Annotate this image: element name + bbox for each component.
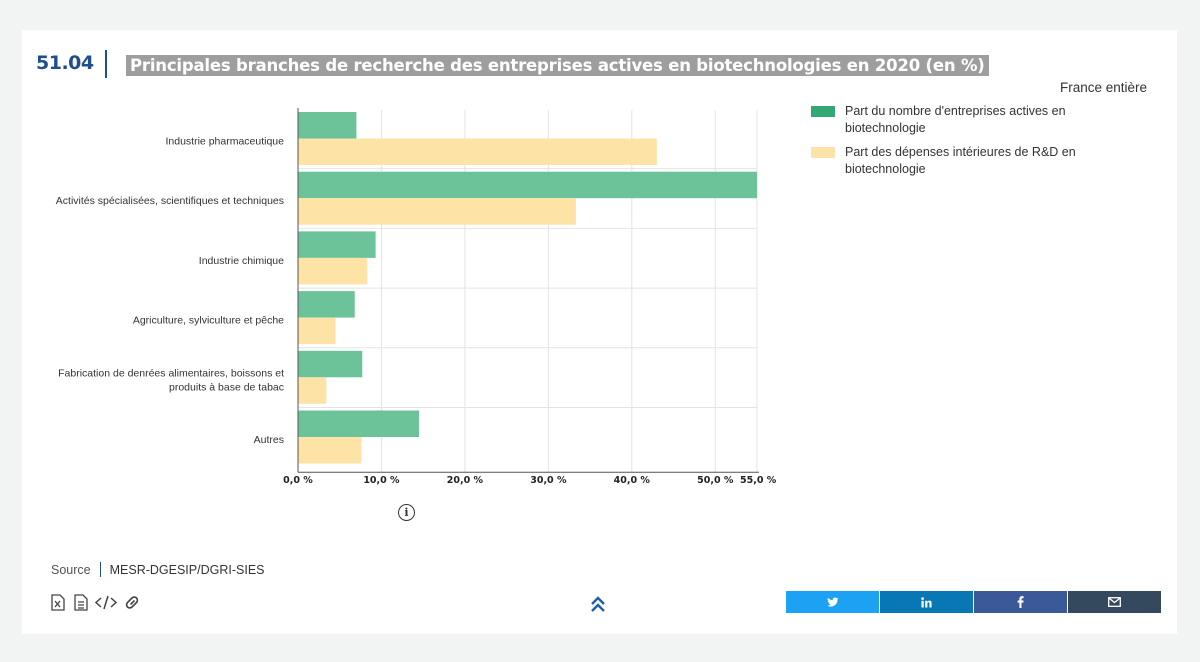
source-value: MESR-DGESIP/DGRI-SIES <box>109 563 265 577</box>
legend-swatch-rd-spending <box>811 147 835 158</box>
bar-rd-spending <box>298 377 327 404</box>
bar-companies <box>298 171 757 199</box>
bar-companies <box>298 231 376 258</box>
legend-label: Part des dépenses intérieures de R&D en … <box>845 145 1076 176</box>
category-label: Autres <box>254 434 284 446</box>
share-twitter-button[interactable] <box>786 591 879 613</box>
bar-rd-spending <box>298 138 657 165</box>
legend-item-rd-spending[interactable]: Part des dépenses intérieures de R&D en … <box>811 144 1101 178</box>
linkedin-icon <box>921 596 932 607</box>
twitter-icon <box>826 596 838 607</box>
share-email-button[interactable] <box>1068 591 1161 613</box>
legend-swatch-companies <box>811 106 835 117</box>
bar-chart: Industrie pharmaceutique Activités spécia… <box>56 108 777 486</box>
bar-companies <box>298 350 363 378</box>
title-separator <box>105 50 107 78</box>
email-icon <box>1108 597 1121 607</box>
category-label: produits à base de tabac <box>169 381 284 393</box>
share-facebook-button[interactable] <box>974 591 1067 613</box>
share-linkedin-button[interactable] <box>880 591 973 613</box>
x-tick-label: 55,0 % <box>740 475 777 486</box>
source-separator <box>99 562 101 577</box>
info-icon[interactable]: i <box>398 504 415 521</box>
x-tick-label: 20,0 % <box>447 475 484 486</box>
link-icon[interactable] <box>123 594 141 612</box>
bar-rd-spending <box>298 257 368 285</box>
category-label: Agriculture, sylviculture et pêche <box>133 315 284 327</box>
bar-rd-spending <box>298 317 336 345</box>
legend: Part du nombre d'entreprises actives en … <box>811 103 1101 185</box>
x-tick-label: 40,0 % <box>614 475 651 486</box>
bar-rd-spending <box>298 198 576 225</box>
category-label: Fabrication de denrées alimentaires, boi… <box>58 367 284 379</box>
code-icon[interactable] <box>94 594 118 612</box>
bar-companies <box>298 291 355 318</box>
bar-companies <box>298 410 420 437</box>
document-icon[interactable] <box>74 594 90 612</box>
x-tick-label: 50,0 % <box>697 475 734 486</box>
legend-item-companies[interactable]: Part du nombre d'entreprises actives en … <box>811 103 1101 137</box>
source-line: Source MESR-DGESIP/DGRI-SIES <box>51 562 265 577</box>
category-label: Activités spécialisées, scientifiques et… <box>56 195 284 207</box>
x-tick-label: 0,0 % <box>283 475 313 486</box>
chart-title: Principales branches de recherche des en… <box>126 55 989 76</box>
scope-label: France entière <box>1059 80 1147 95</box>
category-label: Industrie chimique <box>199 255 284 267</box>
excel-icon[interactable] <box>51 594 67 612</box>
chevron-double-up-icon <box>591 596 605 612</box>
figure-number: 51.04 <box>36 52 94 74</box>
legend-label: Part du nombre d'entreprises actives en … <box>845 104 1066 135</box>
bar-companies <box>298 112 357 139</box>
source-label: Source <box>51 563 91 577</box>
x-tick-label: 30,0 % <box>530 475 567 486</box>
chart-card: 51.04 Principales branches de recherche … <box>22 30 1177 634</box>
bar-rd-spending <box>298 437 362 464</box>
x-tick-label: 10,0 % <box>363 475 400 486</box>
facebook-icon <box>1017 596 1024 608</box>
scroll-to-top-button[interactable] <box>589 594 607 614</box>
category-label: Industrie pharmaceutique <box>166 136 285 148</box>
